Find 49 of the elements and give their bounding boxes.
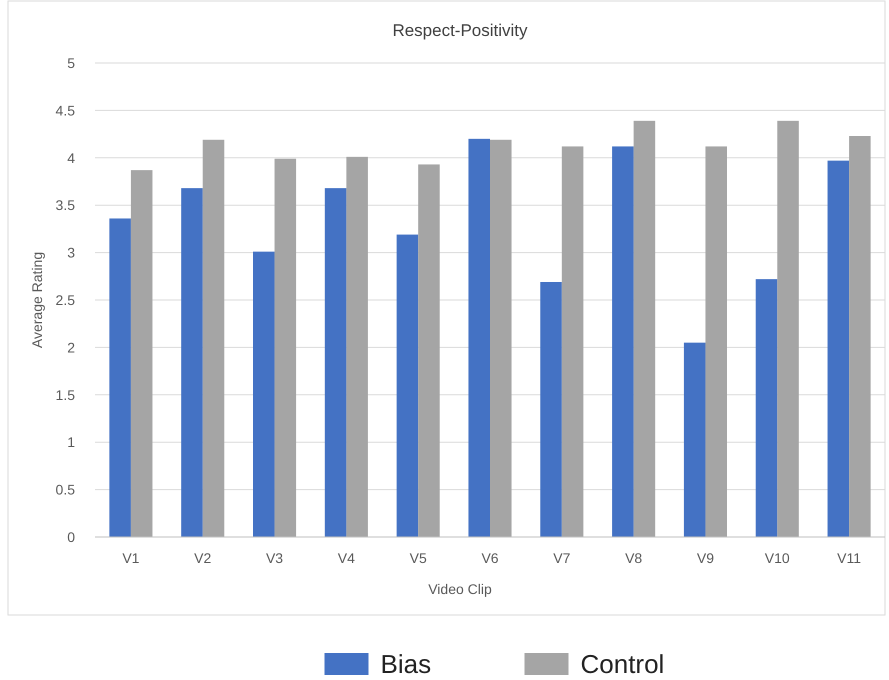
bar [777, 120, 799, 537]
bar [540, 282, 562, 537]
y-tick-label: 0.5 [56, 482, 76, 498]
bar [346, 156, 368, 537]
bar [634, 120, 656, 537]
bar [109, 218, 131, 537]
x-tick-label: V10 [764, 550, 790, 566]
x-tick-label: V2 [194, 550, 212, 566]
x-tick-label: V8 [625, 550, 642, 566]
bar [612, 146, 634, 537]
bar [756, 279, 778, 537]
bar [202, 140, 224, 537]
y-tick-label: 3 [67, 244, 76, 261]
x-tick-label: V6 [481, 550, 499, 566]
bar [828, 160, 850, 537]
x-tick-label: V1 [122, 550, 140, 566]
y-tick-label: 5 [67, 55, 76, 71]
bar [849, 136, 871, 537]
bar [274, 158, 296, 537]
bar [324, 188, 346, 537]
y-tick-label: 3.5 [56, 197, 76, 214]
legend-label: Bias [380, 649, 432, 679]
y-tick-label: 4 [67, 150, 76, 166]
x-tick-label: V11 [837, 550, 862, 566]
y-tick-label: 2 [67, 339, 76, 356]
x-tick-label: V5 [410, 550, 427, 566]
x-tick-label: V9 [696, 550, 714, 566]
y-tick-label: 0 [67, 529, 76, 545]
x-axis-title: Video Clip [428, 581, 492, 597]
bar [418, 164, 440, 537]
bar [705, 146, 727, 537]
bar [684, 342, 706, 537]
legend-label: Control [580, 649, 664, 679]
bar [468, 138, 490, 537]
x-tick-label: V7 [553, 550, 571, 566]
bar [181, 188, 203, 537]
bar [396, 234, 418, 537]
bar [253, 252, 275, 537]
chart-title: Respect-Positivity [392, 21, 528, 40]
y-tick-label: 2.5 [56, 292, 76, 308]
y-tick-label: 1.5 [56, 386, 76, 403]
bar [130, 170, 152, 537]
x-tick-label: V3 [266, 550, 284, 566]
y-axis-title: Average Rating [29, 252, 45, 348]
bar [490, 140, 512, 537]
bar [562, 146, 584, 537]
y-tick-label: 1 [67, 434, 76, 450]
x-tick-label: V4 [338, 550, 356, 566]
y-tick-label: 4.5 [56, 102, 76, 118]
